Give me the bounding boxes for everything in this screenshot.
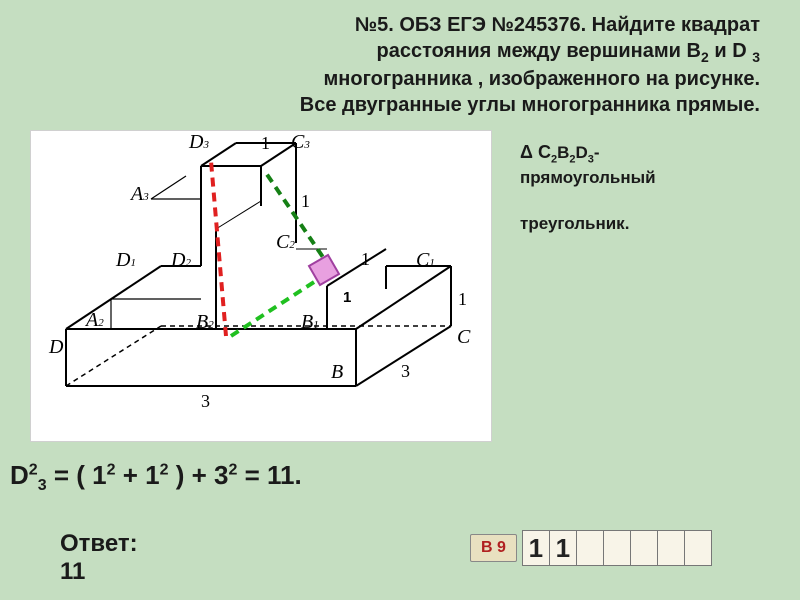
solution-note: Δ C2B2D3- прямоугольный треугольник. (520, 140, 760, 236)
formula: D23 = ( 12 + 12 ) + 32 = 11. (10, 460, 302, 495)
cell[interactable] (603, 530, 631, 566)
cell[interactable] (684, 530, 712, 566)
problem-title: №5. ОБЗ ЕГЭ №245376. Найдите квадрат рас… (0, 0, 800, 124)
answer-boxes: В 9 1 1 (470, 530, 712, 566)
cell[interactable]: 1 (522, 530, 550, 566)
answer-label: Ответ:11 (60, 530, 138, 586)
task-badge: В 9 (470, 534, 517, 562)
cell[interactable] (657, 530, 685, 566)
cell[interactable] (576, 530, 604, 566)
polyhedron-figure: D3 1 C3 A3 1 D1 D2 C2 1 C1 A2 B2 B1 1 1 … (30, 130, 492, 442)
cell[interactable]: 1 (549, 530, 577, 566)
cell[interactable] (630, 530, 658, 566)
